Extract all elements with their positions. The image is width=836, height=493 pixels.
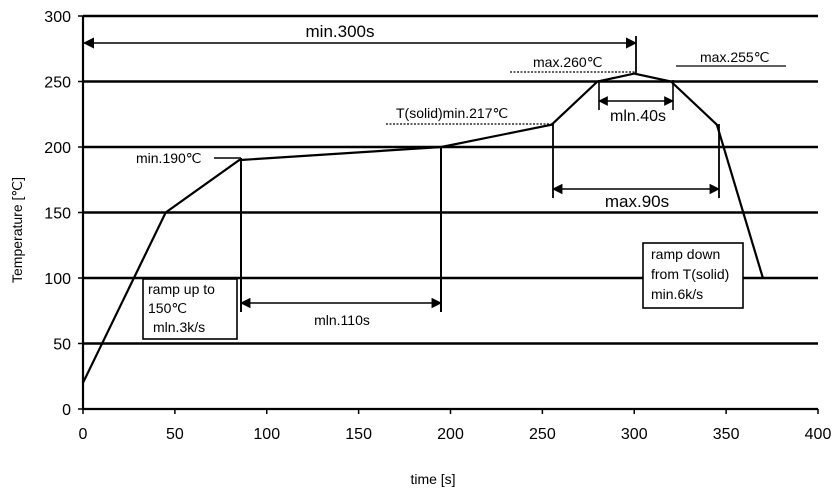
y-tick-label: 250 [44, 75, 71, 92]
y-tick-100: 100 [44, 271, 83, 288]
x-tick-label: 150 [345, 426, 372, 443]
min40s-label: mln.40s [610, 108, 666, 125]
x-tick-label: 300 [621, 426, 648, 443]
x-axis-ticks: 0 50 100 150 200 250 300 350 400 [79, 409, 832, 443]
x-axis-label: time [s] [410, 471, 455, 487]
max255-label: max.255℃ [700, 49, 769, 65]
max260-label: max.260℃ [533, 54, 602, 70]
ramp-up-line-1: ramp up to [148, 281, 215, 297]
x-tick-300: 300 [621, 409, 648, 443]
min190-label: min.190℃ [136, 150, 202, 166]
x-tick-400: 400 [805, 409, 832, 443]
x-tick-label: 100 [253, 426, 280, 443]
ramp-up-line-2: 150℃ [148, 300, 187, 316]
annotations: min.300s max.260℃ max.255℃ T(solid)min.2… [82, 22, 786, 340]
y-tick-label: 100 [44, 271, 71, 288]
x-tick-150: 150 [345, 409, 372, 443]
x-tick-label: 0 [79, 426, 88, 443]
x-tick-label: 350 [713, 426, 740, 443]
x-tick-200: 200 [437, 409, 464, 443]
y-tick-label: 300 [44, 9, 71, 26]
x-tick-label: 50 [166, 426, 184, 443]
x-tick-250: 250 [529, 409, 556, 443]
x-tick-label: 250 [529, 426, 556, 443]
gridlines [83, 14, 818, 345]
y-tick-200: 200 [44, 140, 83, 157]
y-tick-0: 0 [62, 402, 83, 419]
tsolid-label: T(solid)min.217℃ [396, 105, 508, 121]
ramp-down-line-3: min.6k/s [651, 286, 703, 302]
y-tick-150: 150 [44, 206, 83, 223]
min300s-label: min.300s [306, 22, 375, 41]
y-tick-label: 200 [44, 140, 71, 157]
x-tick-label: 400 [805, 426, 832, 443]
y-tick-label: 0 [62, 402, 71, 419]
y-axis-label: Temperature [℃] [9, 177, 25, 283]
x-tick-350: 350 [713, 409, 740, 443]
ramp-up-line-3: mln.3k/s [153, 319, 205, 335]
ramp-down-line-2: from T(solid) [651, 266, 729, 282]
y-tick-300: 300 [44, 9, 83, 26]
ramp-up-box [142, 278, 238, 340]
ramp-down-box [642, 242, 744, 309]
y-tick-label: 150 [44, 206, 71, 223]
y-axis-ticks: 0 50 100 150 200 250 300 [44, 9, 83, 419]
ramp-down-line-1: ramp down [651, 246, 720, 262]
x-tick-100: 100 [253, 409, 280, 443]
max90s-label: max.90s [605, 192, 669, 211]
x-tick-50: 50 [166, 409, 184, 443]
series-line-0 [82, 72, 764, 384]
series-layer [82, 72, 764, 384]
min110s-label: mln.110s [314, 312, 370, 328]
x-tick-0: 0 [79, 409, 88, 443]
x-tick-label: 200 [437, 426, 464, 443]
y-tick-250: 250 [44, 75, 83, 92]
y-tick-label: 50 [53, 337, 71, 354]
y-tick-50: 50 [53, 337, 83, 354]
